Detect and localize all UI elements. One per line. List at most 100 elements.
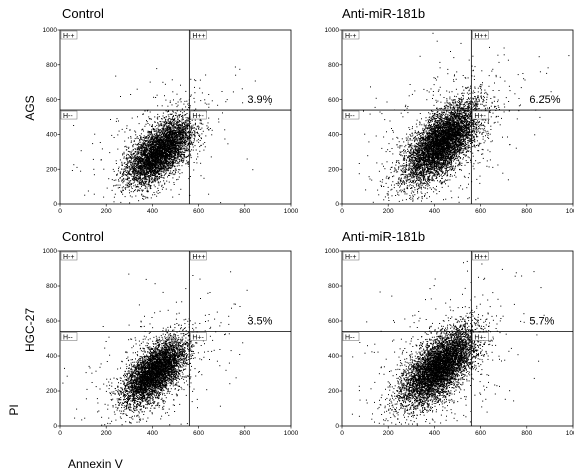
data-point bbox=[127, 166, 128, 167]
data-point bbox=[175, 130, 176, 131]
data-point bbox=[177, 158, 178, 159]
data-point bbox=[178, 131, 179, 132]
data-point bbox=[161, 163, 162, 164]
data-point bbox=[180, 189, 181, 190]
data-point bbox=[211, 134, 212, 135]
data-point bbox=[159, 163, 160, 164]
data-point bbox=[113, 185, 114, 186]
data-point bbox=[149, 153, 150, 154]
data-point bbox=[171, 151, 172, 152]
data-point bbox=[222, 112, 223, 113]
data-point bbox=[134, 182, 135, 183]
data-point bbox=[180, 134, 181, 135]
data-point bbox=[132, 171, 133, 172]
data-point bbox=[172, 166, 173, 167]
data-point bbox=[161, 155, 162, 156]
data-point bbox=[123, 175, 124, 176]
data-point bbox=[227, 143, 228, 144]
data-point bbox=[155, 164, 156, 165]
data-point bbox=[200, 140, 201, 141]
data-point bbox=[188, 118, 189, 119]
data-point bbox=[194, 87, 195, 88]
data-point bbox=[134, 165, 135, 166]
data-point bbox=[137, 116, 138, 117]
data-point bbox=[184, 111, 185, 112]
data-point bbox=[153, 158, 154, 159]
data-point bbox=[154, 145, 155, 146]
data-point bbox=[157, 159, 158, 160]
data-point bbox=[197, 132, 198, 133]
data-point bbox=[190, 155, 191, 156]
data-point bbox=[227, 99, 228, 100]
data-point bbox=[163, 128, 164, 129]
data-point bbox=[137, 165, 138, 166]
data-point bbox=[156, 173, 157, 174]
data-point bbox=[147, 146, 148, 147]
data-point bbox=[128, 173, 129, 174]
data-point bbox=[165, 150, 166, 151]
data-point bbox=[145, 137, 146, 138]
data-point bbox=[145, 186, 146, 187]
data-point bbox=[133, 185, 134, 186]
data-point bbox=[198, 139, 199, 140]
data-point bbox=[145, 181, 146, 182]
data-point bbox=[176, 138, 177, 139]
data-point bbox=[164, 118, 165, 119]
data-point bbox=[111, 135, 112, 136]
data-point bbox=[155, 176, 156, 177]
data-point bbox=[182, 118, 183, 119]
data-point bbox=[194, 138, 195, 139]
data-point bbox=[122, 165, 123, 166]
data-point bbox=[130, 129, 131, 130]
data-point bbox=[193, 130, 194, 131]
data-point bbox=[169, 167, 170, 168]
data-point bbox=[143, 140, 144, 141]
data-point bbox=[224, 129, 225, 130]
data-point bbox=[158, 141, 159, 142]
data-point bbox=[178, 147, 179, 148]
data-point bbox=[191, 135, 192, 136]
data-point bbox=[141, 138, 142, 139]
data-point bbox=[166, 149, 167, 150]
data-point bbox=[177, 151, 178, 152]
data-point bbox=[155, 143, 156, 144]
data-point bbox=[164, 184, 165, 185]
data-point bbox=[143, 190, 144, 191]
data-point bbox=[129, 182, 130, 183]
data-point bbox=[182, 151, 183, 152]
data-point bbox=[145, 164, 146, 165]
data-point bbox=[118, 187, 119, 188]
data-point bbox=[135, 173, 136, 174]
data-point bbox=[178, 122, 179, 123]
data-point bbox=[161, 134, 162, 135]
data-point bbox=[122, 194, 123, 195]
data-point bbox=[137, 160, 138, 161]
data-point bbox=[160, 163, 161, 164]
data-point bbox=[126, 167, 127, 168]
data-point bbox=[148, 160, 149, 161]
data-point bbox=[116, 121, 117, 122]
data-point bbox=[133, 164, 134, 165]
data-point bbox=[198, 129, 199, 130]
data-point bbox=[172, 104, 173, 105]
data-point bbox=[145, 174, 146, 175]
data-point bbox=[131, 191, 132, 192]
data-point bbox=[131, 162, 132, 163]
data-point bbox=[148, 144, 149, 145]
data-point bbox=[143, 150, 144, 151]
data-point bbox=[141, 147, 142, 148]
data-point bbox=[131, 151, 132, 152]
data-point bbox=[108, 178, 109, 179]
data-point bbox=[180, 111, 181, 112]
data-point bbox=[154, 180, 155, 181]
data-point bbox=[127, 170, 128, 171]
data-point bbox=[142, 156, 143, 157]
data-point bbox=[141, 133, 142, 134]
data-point bbox=[118, 185, 119, 186]
data-point bbox=[171, 143, 172, 144]
data-point bbox=[147, 174, 148, 175]
data-point bbox=[180, 156, 181, 157]
data-point bbox=[151, 141, 152, 142]
data-point bbox=[173, 127, 174, 128]
data-point bbox=[142, 161, 143, 162]
